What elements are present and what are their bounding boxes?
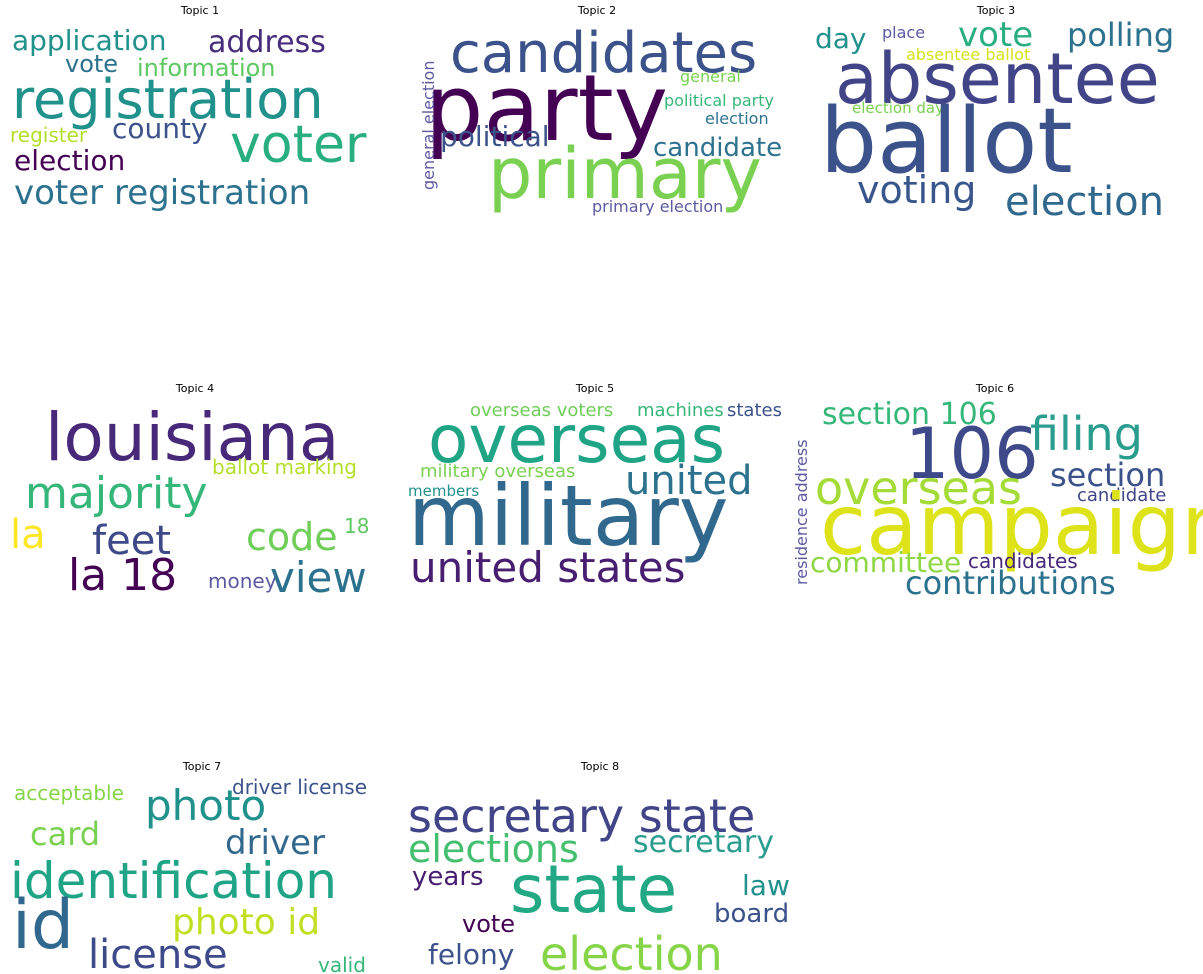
cloud-word: residence address	[792, 439, 811, 585]
cloud-word: vote	[65, 50, 118, 78]
cloud-word: driver license	[232, 775, 367, 799]
cloud-word: political party	[664, 91, 774, 110]
cloud-word: overseas	[815, 461, 1022, 515]
cloud-word: place	[882, 23, 925, 42]
cloud-word: election	[1005, 179, 1164, 225]
cloud-word: information	[137, 54, 276, 82]
cloud-word: election	[705, 109, 769, 128]
cloud-word: ballot marking	[212, 455, 357, 479]
cloud-word: candidates	[450, 21, 757, 86]
topic-title: Topic 8	[580, 760, 619, 773]
cloud-word: license	[88, 932, 228, 974]
cloud-word: general election	[419, 61, 438, 190]
cloud-word: elections	[408, 827, 579, 871]
cloud-word: united states	[410, 543, 686, 592]
cloud-word: 106	[905, 413, 1039, 495]
cloud-word: la	[10, 512, 46, 558]
topic-title: Topic 3	[976, 4, 1015, 17]
cloud-word: absentee ballot	[906, 45, 1030, 64]
cloud-word: feet	[92, 518, 171, 564]
cloud-word: committee	[810, 546, 961, 579]
cloud-word: members	[408, 482, 479, 500]
cloud-word: photo	[145, 781, 266, 830]
cloud-word: vote	[958, 15, 1033, 55]
cloud-word: election day	[852, 99, 944, 117]
cloud-word: states	[727, 400, 782, 421]
cloud-word: voter registration	[14, 173, 310, 213]
cloud-word: day	[815, 22, 867, 55]
cloud-word: valid	[318, 953, 366, 974]
cloud-word: contributions	[905, 564, 1116, 602]
cloud-word: application	[12, 24, 166, 57]
cloud-word: vote	[462, 910, 515, 938]
cloud-word: voter	[230, 115, 367, 175]
topic-title: Topic 4	[175, 382, 214, 395]
cloud-word: money	[208, 569, 277, 593]
cloud-word: general	[680, 67, 741, 86]
cloud-word: 18	[344, 514, 369, 538]
cloud-word: acceptable	[14, 781, 124, 805]
cloud-word: primary election	[592, 197, 723, 216]
cloud-word: county	[112, 112, 208, 145]
cloud-word: candidate	[1077, 485, 1166, 506]
cloud-word: party	[425, 55, 668, 162]
cloud-word: law	[742, 869, 790, 902]
cloud-word: voting	[857, 168, 976, 212]
cloud-word: felony	[428, 938, 514, 971]
cloud-word: registration	[12, 68, 324, 131]
cloud-word: card	[30, 815, 100, 853]
cloud-word: secretary state	[408, 789, 755, 843]
cloud-word: candidates	[968, 549, 1078, 573]
topic-title: Topic 2	[577, 4, 616, 17]
cloud-word: filing	[1030, 407, 1143, 461]
cloud-word: polling	[1067, 16, 1174, 54]
cloud-word: photo id	[172, 902, 320, 943]
cloud-word: driver	[225, 823, 325, 863]
cloud-word: address	[208, 25, 326, 60]
cloud-word: military	[408, 467, 729, 565]
cloud-word: section	[1050, 456, 1165, 494]
cloud-word: election	[14, 144, 125, 177]
cloud-word: section 106	[822, 397, 997, 432]
cloud-word: register	[10, 123, 88, 147]
cloud-word: louisiana	[45, 399, 339, 476]
cloud-word: military overseas	[420, 461, 575, 482]
cloud-word: id	[12, 886, 74, 965]
cloud-word: election	[540, 927, 723, 974]
cloud-word: state	[510, 851, 677, 928]
topic-title: Topic 1	[180, 4, 219, 17]
cloud-word: identification	[10, 852, 337, 910]
cloud-word: united	[625, 458, 753, 504]
cloud-word: ballot	[820, 89, 1073, 194]
cloud-word: campaign	[820, 476, 1203, 574]
cloud-word: primary	[488, 133, 762, 215]
cloud-word: absentee	[835, 38, 1160, 120]
cloud-word: overseas voters	[470, 400, 613, 421]
cloud-word: la 18	[68, 550, 177, 601]
cloud-word: view	[270, 553, 367, 602]
cloud-word: years	[412, 862, 484, 892]
cloud-word: candidate	[653, 133, 782, 163]
cloud-word: overseas	[428, 401, 725, 478]
topic-title: Topic 6	[975, 382, 1014, 395]
topic-title: Topic 7	[182, 760, 221, 773]
cloud-word: majority	[25, 468, 208, 519]
cloud-word: political	[440, 120, 550, 153]
cloud-word: code	[246, 515, 338, 559]
topic-title: Topic 5	[575, 382, 614, 395]
cloud-word: machines	[637, 400, 724, 421]
cloud-word: board	[714, 899, 789, 929]
cloud-word: secretary	[633, 825, 774, 860]
